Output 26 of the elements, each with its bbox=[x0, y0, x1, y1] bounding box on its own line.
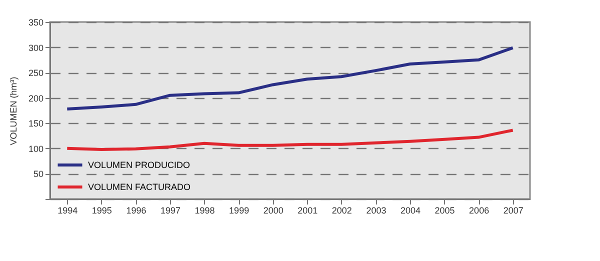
x-tick-label: 1994 bbox=[58, 206, 78, 216]
x-tick-label: 1999 bbox=[229, 206, 250, 216]
x-tick-label: 1997 bbox=[160, 206, 181, 216]
y-tick-label: 250 bbox=[28, 68, 44, 78]
x-tick-label: 1998 bbox=[194, 206, 215, 216]
x-tick-label: 1996 bbox=[126, 206, 146, 216]
y-tick-label: 200 bbox=[28, 93, 44, 104]
line-series bbox=[66, 128, 514, 151]
x-tick-label: 2001 bbox=[298, 206, 318, 216]
legend-label: VOLUMEN FACTURADO bbox=[88, 182, 191, 192]
x-tick-label: 2006 bbox=[469, 206, 490, 216]
x-tick-label: 2003 bbox=[366, 206, 386, 216]
x-tick-label: 2002 bbox=[332, 206, 352, 216]
x-tick-label: 2005 bbox=[434, 206, 455, 216]
x-tick-label: 2007 bbox=[503, 206, 524, 216]
y-tick-label: 350 bbox=[28, 18, 44, 28]
y-axis-title: VOLUMEN (hm³) bbox=[8, 76, 18, 146]
y-tick-label: 300 bbox=[28, 42, 44, 53]
x-tick-label: 1995 bbox=[92, 206, 112, 216]
y-tick-label: 50 bbox=[33, 169, 44, 180]
y-tick-label: 150 bbox=[28, 118, 44, 129]
line-series bbox=[66, 46, 514, 110]
y-tick-label: 100 bbox=[28, 144, 44, 154]
x-tick-label: 2000 bbox=[263, 206, 284, 216]
x-tick-label: 2004 bbox=[400, 206, 421, 216]
legend-label: VOLUMEN PRODUCIDO bbox=[88, 160, 190, 170]
